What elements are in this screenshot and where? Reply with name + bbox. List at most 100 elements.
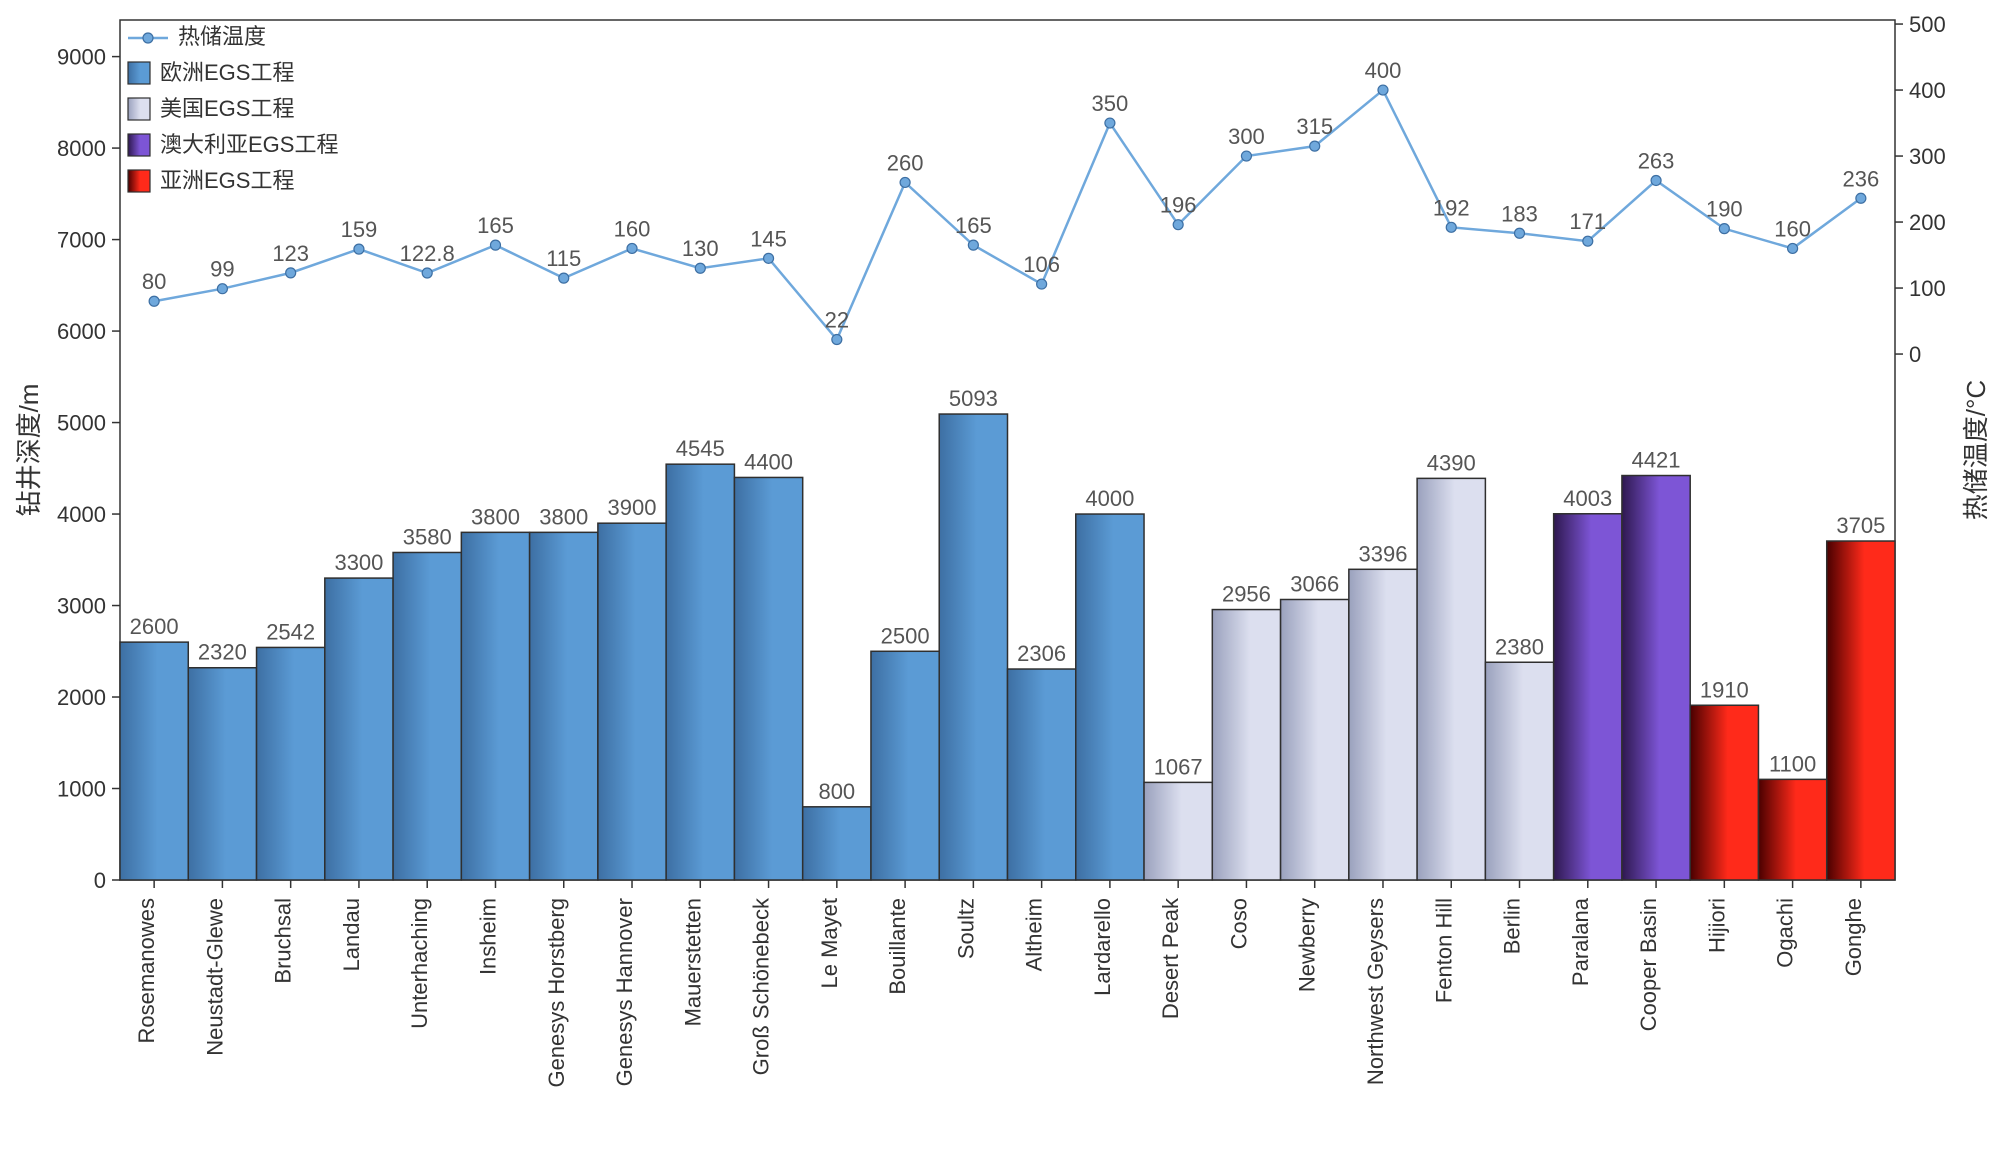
bar-value-label: 3800 bbox=[539, 504, 588, 529]
x-tick-label: Groß Schönebeck bbox=[749, 897, 774, 1075]
bar-value-label: 1067 bbox=[1154, 754, 1203, 779]
legend: 热储温度欧洲EGS工程美国EGS工程澳大利亚EGS工程亚洲EGS工程 bbox=[128, 24, 338, 193]
bar-value-label: 3580 bbox=[403, 524, 452, 549]
legend-label: 欧洲EGS工程 bbox=[160, 60, 294, 85]
temperature-value-label: 350 bbox=[1092, 91, 1129, 116]
y1-tick-label: 2000 bbox=[57, 685, 106, 710]
temperature-marker bbox=[1515, 228, 1525, 238]
temperature-marker bbox=[1310, 141, 1320, 151]
temperature-marker bbox=[286, 268, 296, 278]
bar bbox=[1212, 610, 1280, 880]
bar-value-label: 3396 bbox=[1359, 541, 1408, 566]
temperature-marker bbox=[1719, 224, 1729, 234]
y1-tick-label: 6000 bbox=[57, 319, 106, 344]
bar bbox=[1008, 669, 1076, 880]
y1-tick-label: 4000 bbox=[57, 502, 106, 527]
y2-axis-title: 热储温度/°C bbox=[1961, 380, 1991, 520]
temperature-marker bbox=[1856, 193, 1866, 203]
bar bbox=[666, 464, 734, 880]
temperature-value-label: 22 bbox=[825, 308, 849, 333]
temperature-marker bbox=[900, 177, 910, 187]
bar bbox=[1281, 599, 1349, 880]
bar bbox=[1144, 782, 1212, 880]
x-tick-label: Altheim bbox=[1022, 898, 1047, 971]
temperature-value-label: 80 bbox=[142, 269, 166, 294]
bar bbox=[1485, 662, 1553, 880]
y2-tick-label: 0 bbox=[1909, 342, 1921, 367]
bar-value-label: 4003 bbox=[1563, 486, 1612, 511]
bar-value-label: 3705 bbox=[1836, 513, 1885, 538]
x-tick-label: Landau bbox=[339, 898, 364, 971]
temperature-marker bbox=[832, 335, 842, 345]
y2-tick-label: 400 bbox=[1909, 78, 1946, 103]
y1-axis-title: 钻井深度/m bbox=[14, 384, 44, 517]
bar bbox=[1690, 705, 1758, 880]
x-tick-label: Newberry bbox=[1295, 898, 1320, 992]
y2-tick-label: 100 bbox=[1909, 276, 1946, 301]
legend-label: 澳大利亚EGS工程 bbox=[160, 132, 338, 157]
x-tick-label: Coso bbox=[1226, 898, 1251, 949]
bar-value-label: 800 bbox=[818, 779, 855, 804]
bar bbox=[734, 477, 802, 880]
y1-tick-label: 8000 bbox=[57, 136, 106, 161]
x-tick-label: Ogachi bbox=[1773, 898, 1798, 968]
x-tick-label: Rosemanowes bbox=[134, 898, 159, 1044]
temperature-marker bbox=[149, 296, 159, 306]
x-tick-label: Gonghe bbox=[1841, 898, 1866, 976]
temperature-marker bbox=[695, 263, 705, 273]
bar-value-label: 1910 bbox=[1700, 677, 1749, 702]
legend-label: 热储温度 bbox=[178, 24, 266, 49]
bar-value-label: 1100 bbox=[1769, 751, 1816, 776]
bar bbox=[1827, 541, 1895, 880]
x-tick-label: Berlin bbox=[1500, 898, 1525, 954]
temperature-value-label: 160 bbox=[1774, 216, 1811, 241]
temperature-value-label: 145 bbox=[750, 226, 787, 251]
bar bbox=[461, 532, 529, 880]
temperature-value-label: 183 bbox=[1501, 201, 1538, 226]
temperature-value-label: 260 bbox=[887, 150, 924, 175]
temperature-value-label: 300 bbox=[1228, 124, 1265, 149]
temperature-marker bbox=[764, 253, 774, 263]
temperature-marker bbox=[1446, 222, 1456, 232]
x-tick-label: Soultz bbox=[953, 898, 978, 959]
bar-value-label: 4400 bbox=[744, 449, 793, 474]
bar-value-label: 2306 bbox=[1017, 641, 1066, 666]
bar bbox=[325, 578, 393, 880]
x-tick-label: Northwest Geysers bbox=[1363, 898, 1388, 1085]
bar-value-label: 2380 bbox=[1495, 634, 1544, 659]
bar-value-label: 3800 bbox=[471, 504, 520, 529]
bar-value-label: 3066 bbox=[1290, 571, 1339, 596]
temperature-value-label: 190 bbox=[1706, 197, 1743, 222]
bar bbox=[120, 642, 188, 880]
x-tick-label: Neustadt-Glewe bbox=[202, 898, 227, 1056]
temperature-marker bbox=[1788, 243, 1798, 253]
temperature-value-label: 192 bbox=[1433, 195, 1470, 220]
y2-tick-label: 300 bbox=[1909, 144, 1946, 169]
bar bbox=[1758, 779, 1826, 880]
temperature-value-label: 165 bbox=[477, 213, 514, 238]
temperature-value-label: 106 bbox=[1023, 252, 1060, 277]
x-tick-label: Fenton Hill bbox=[1431, 898, 1456, 1003]
temperature-marker bbox=[1583, 236, 1593, 246]
temperature-value-label: 263 bbox=[1638, 148, 1675, 173]
temperature-marker bbox=[1105, 118, 1115, 128]
temperature-marker bbox=[1037, 279, 1047, 289]
bar-value-label: 5093 bbox=[949, 386, 998, 411]
legend-label: 亚洲EGS工程 bbox=[160, 168, 294, 193]
egs-chart: 0100020003000400050006000700080009000钻井深… bbox=[0, 0, 2013, 1170]
bar bbox=[939, 414, 1007, 880]
bar-value-label: 4390 bbox=[1427, 450, 1476, 475]
temperature-marker bbox=[1378, 85, 1388, 95]
bar-value-label: 2956 bbox=[1222, 582, 1271, 607]
bar-value-label: 4421 bbox=[1632, 448, 1681, 473]
bar-value-label: 2500 bbox=[881, 623, 930, 648]
y1-tick-label: 1000 bbox=[57, 777, 106, 802]
temperature-marker bbox=[354, 244, 364, 254]
temperature-value-label: 115 bbox=[546, 246, 581, 271]
temperature-marker bbox=[1241, 151, 1251, 161]
bar bbox=[257, 647, 325, 880]
bar bbox=[1076, 514, 1144, 880]
x-tick-label: Desert Peak bbox=[1158, 897, 1183, 1019]
legend-label: 美国EGS工程 bbox=[160, 96, 294, 121]
temperature-marker bbox=[627, 243, 637, 253]
